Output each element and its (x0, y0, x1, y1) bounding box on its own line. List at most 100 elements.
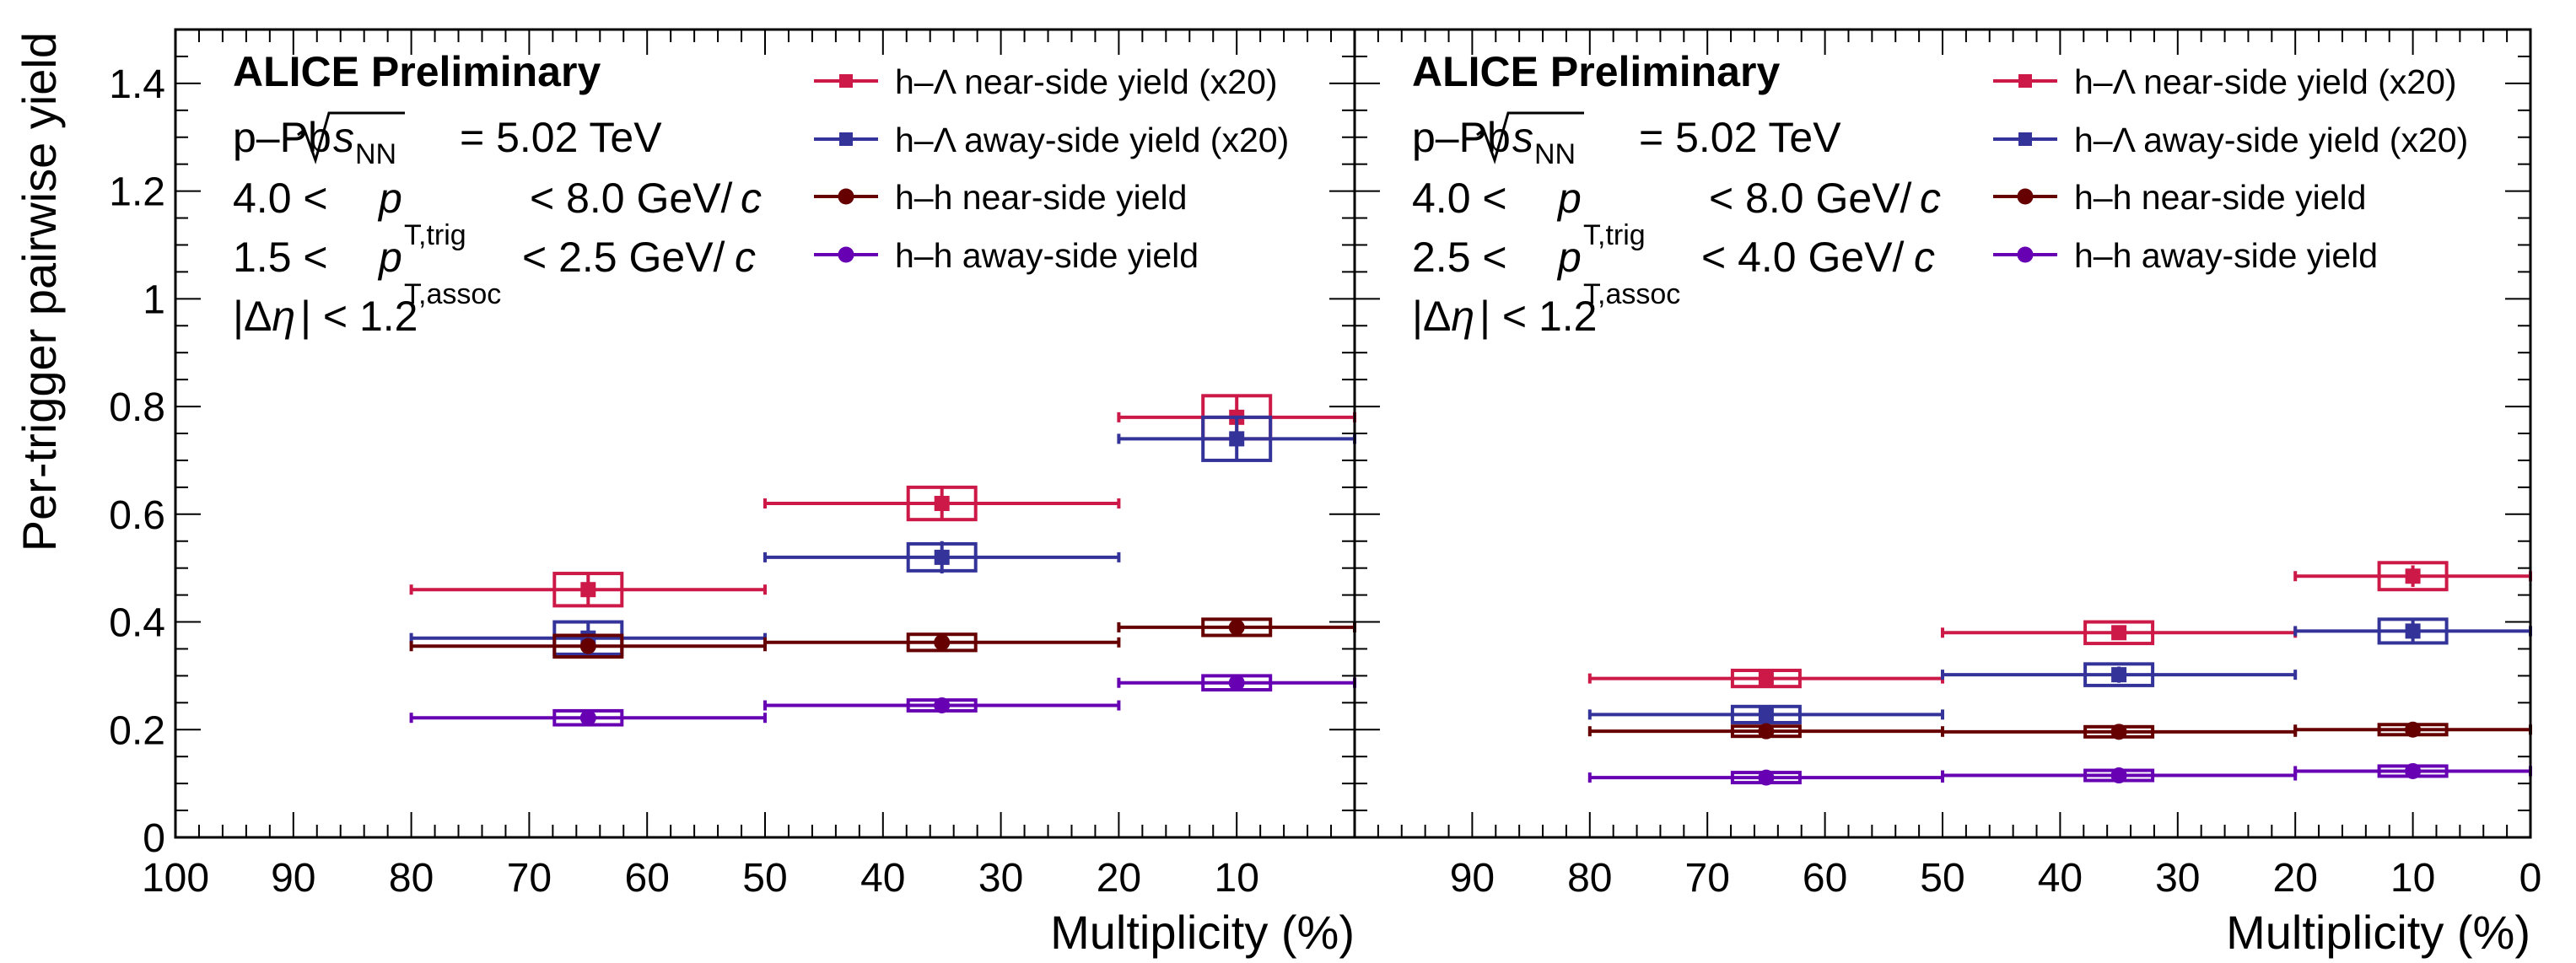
legend-label: h–Λ away-side yield (x20) (2074, 121, 2468, 159)
sqrt-radical (1476, 111, 1584, 164)
x-axis-label-left: Multiplicity (%) (1050, 906, 1355, 959)
legend-marker (2017, 188, 2034, 205)
series-hh-away (1587, 762, 2532, 786)
info-box-right: ALICE Preliminary p–Pb s NN = 5.02 TeV 4.… (1412, 48, 1941, 340)
legend-entry: h–Λ away-side yield (x20) (814, 121, 1289, 159)
legend-entry: h–h away-side yield (814, 236, 1199, 275)
sqrt-s-nn-symbol: s NN (1476, 111, 1584, 170)
data-point (579, 638, 596, 654)
assoc-unit-c: c (735, 234, 756, 281)
data-point (2110, 724, 2127, 740)
data-point (934, 634, 951, 651)
x-tick-label: 0 (2519, 856, 2542, 901)
y-tick-label: 1 (143, 277, 165, 322)
y-tick-label: 0 (143, 816, 165, 861)
y-tick-label: 0.6 (109, 493, 165, 538)
legend-entry: h–Λ near-side yield (x20) (1993, 62, 2457, 101)
data-point (2110, 767, 2127, 784)
legend-label: h–Λ near-side yield (x20) (895, 62, 1278, 101)
x-tick-label: 80 (389, 856, 434, 901)
data-point (1758, 670, 1774, 686)
data-point (1229, 431, 1245, 447)
x-tick-label: 50 (1920, 856, 1964, 901)
x-tick-label: 40 (2038, 856, 2083, 901)
pt-assoc-symbol: p (377, 234, 402, 281)
x-tick-label: 10 (1215, 856, 1259, 901)
series-h-lambda-away (1587, 617, 2532, 724)
axis-ticks-left: 100 90 80 70 60 50 40 30 20 10 (142, 29, 1355, 901)
sqrt-s-symbol: s (333, 114, 354, 161)
y-axis: 0 0.2 0.4 0.6 0.8 1 1.2 1.4 (109, 62, 165, 861)
x-tick-label: 30 (978, 856, 1023, 901)
legend-label: h–Λ away-side yield (x20) (895, 121, 1289, 159)
legend-entry: h–h away-side yield (1993, 236, 2378, 275)
series-hh-away (409, 674, 1356, 727)
trig-high-label: < 8.0 GeV/ (1709, 175, 1912, 222)
pt-trig-subscript: T,trig (1583, 219, 1646, 251)
system-label: p–Pb (233, 114, 331, 161)
pt-trig-symbol: p (1556, 175, 1582, 222)
energy-label: = 5.02 TeV (1639, 114, 1841, 161)
sqrt-radical (297, 111, 405, 164)
y-tick-label: 0.2 (109, 708, 165, 753)
x-tick-label: 30 (2155, 856, 2200, 901)
data-point (1758, 707, 1774, 723)
data-point (579, 709, 596, 726)
legend-label: h–h near-side yield (895, 178, 1187, 217)
panel-frame-right (1353, 28, 2532, 839)
data-point (1758, 769, 1775, 786)
legend-left: h–Λ near-side yield (x20) h–Λ away-side y… (814, 62, 1289, 275)
assoc-high-label: < 2.5 GeV/ (522, 234, 725, 281)
sqrt-nn-subscript: NN (1534, 138, 1576, 170)
legend-marker (838, 188, 854, 205)
panel-left: 100 90 80 70 60 50 40 30 20 10 ALICE Preliminary … (142, 28, 1356, 901)
data-point (1758, 723, 1775, 740)
legend-entry: h–h near-side yield (814, 178, 1187, 217)
experiment-label: ALICE Preliminary (1412, 48, 1780, 95)
assoc-high-label: < 4.0 GeV/ (1701, 234, 1905, 281)
x-axis-label-right: Multiplicity (%) (2226, 906, 2530, 959)
legend-marker (839, 74, 853, 88)
trig-low-label: 4.0 < (1412, 175, 1507, 222)
x-tick-label: 60 (625, 856, 670, 901)
pt-assoc-subscript: T,assoc (1583, 278, 1680, 310)
legend-label: h–h away-side yield (895, 236, 1199, 275)
legend-marker (2018, 74, 2032, 88)
data-point (2405, 568, 2421, 584)
series-h-lambda-near (409, 394, 1356, 608)
eta-cut-label: | < 1.2 (1479, 293, 1597, 340)
x-tick-label: 90 (1450, 856, 1495, 901)
y-tick-label: 0.8 (109, 385, 165, 430)
trig-low-label: 4.0 < (233, 175, 328, 222)
series-hh-near (1587, 721, 2532, 740)
data-point (2111, 667, 2127, 683)
legend-entry: h–h near-side yield (1993, 178, 2366, 217)
x-tick-label: 20 (1097, 856, 1141, 901)
legend-marker (2018, 132, 2032, 146)
x-tick-label: 50 (742, 856, 787, 901)
data-point (934, 496, 950, 512)
x-tick-label: 20 (2273, 856, 2318, 901)
eta-cut-label: | < 1.2 (300, 293, 418, 340)
y-tick-label: 1.2 (109, 170, 165, 215)
legend-label: h–h away-side yield (2074, 236, 2378, 275)
x-tick-label: 80 (1567, 856, 1612, 901)
y-tick-label: 0.4 (109, 601, 165, 646)
pt-assoc-symbol: p (1556, 234, 1582, 281)
pt-assoc-subscript: T,assoc (404, 278, 501, 310)
data-point (1228, 675, 1245, 691)
y-tick-label: 1.4 (109, 62, 165, 107)
trig-unit-c: c (741, 175, 762, 222)
eta-cut-prefix: |Δη (1412, 293, 1474, 340)
data-point (934, 549, 950, 565)
x-tick-label: 90 (271, 856, 315, 901)
legend-entry: h–Λ near-side yield (x20) (814, 62, 1278, 101)
y-axis-label: Per-trigger pairwise yield (13, 32, 66, 551)
experiment-label: ALICE Preliminary (233, 48, 601, 95)
legend-entry: h–Λ away-side yield (x20) (1993, 121, 2468, 159)
data-point (580, 582, 596, 598)
x-tick-label: 70 (1685, 856, 1730, 901)
legend-marker (2017, 246, 2034, 263)
